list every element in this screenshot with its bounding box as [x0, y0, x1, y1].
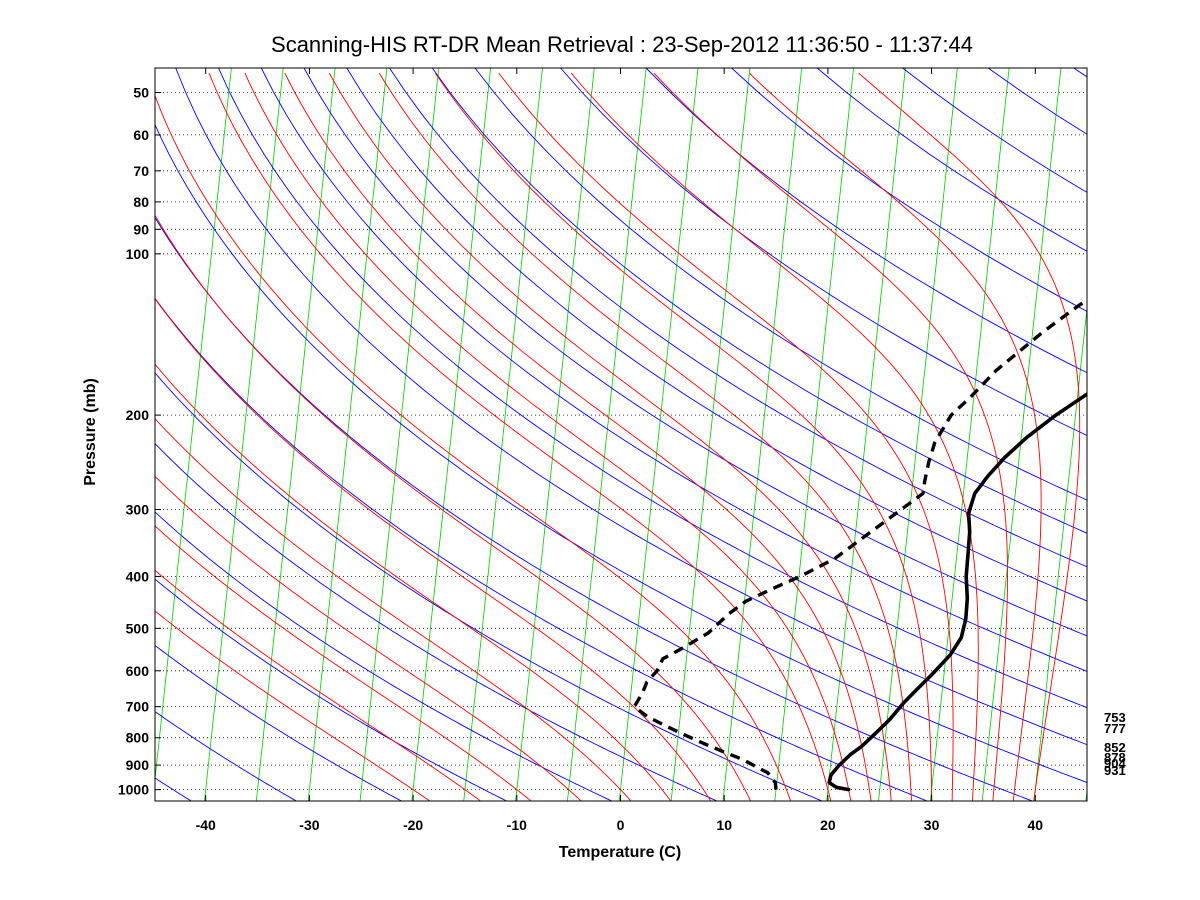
moist-adiabat: [208, 72, 832, 801]
y-tick-label: 600: [126, 663, 150, 679]
dry-adiabat: [155, 442, 718, 801]
dry-adiabat: [346, 68, 1087, 602]
y-tick-label: 90: [133, 221, 149, 237]
x-tick-label: 0: [617, 817, 625, 833]
dry-adiabat: [155, 123, 1087, 784]
x-tick-label: -30: [299, 817, 319, 833]
y-tick-label: 1000: [118, 782, 149, 798]
x-tick-label: -20: [403, 817, 423, 833]
y-tick-label: 60: [133, 127, 149, 143]
dry-adiabat: [389, 68, 1087, 568]
dry-adiabat: [474, 68, 1087, 501]
side-label: 753: [1104, 710, 1126, 725]
moist-adiabat: [155, 214, 752, 801]
grid-layer: [155, 92, 1087, 790]
x-tick-label: -10: [507, 817, 527, 833]
moist-adiabat: [155, 418, 632, 801]
chart-title: Scanning-HIS RT-DR Mean Retrieval : 23-S…: [271, 32, 973, 57]
mixing-ratio-line: [255, 68, 336, 801]
moist-adiabat: [155, 525, 532, 801]
y-tick-label: 900: [126, 757, 150, 773]
mixing-ratio-line: [307, 68, 388, 801]
x-tick-label: 40: [1028, 817, 1044, 833]
side-label: 878: [1104, 750, 1126, 765]
moist-adiabat: [155, 94, 792, 801]
moist-adiabat: [328, 72, 892, 801]
y-tick-label: 70: [133, 163, 149, 179]
moist-adiabat: [155, 569, 481, 801]
x-tick-label: 20: [820, 817, 836, 833]
mixing-ratio-line: [774, 68, 854, 801]
y-tick-label: 400: [126, 568, 150, 584]
dry-adiabat: [260, 68, 1087, 672]
x-axis-label: Temperature (C): [559, 844, 681, 861]
dry-adiabat: [218, 68, 1087, 709]
x-axis-ticks: -40 -30 -20 -10 0 10 20 30 40: [196, 68, 1044, 833]
dry-adiabat: [155, 711, 297, 801]
dry-adiabat: [155, 511, 612, 801]
mixing-ratio-line: [826, 68, 906, 801]
dry-adiabat: [175, 68, 1087, 746]
side-label: 931: [1104, 763, 1126, 778]
mixing-ratio-line: [359, 68, 440, 801]
y-axis-label: Pressure (mb): [82, 378, 99, 486]
y-tick-label: 700: [126, 699, 150, 715]
mixing-ratio-line: [463, 68, 543, 801]
x-tick-label: 30: [924, 817, 940, 833]
moist-adiabat: [378, 72, 912, 801]
side-label: 904: [1104, 756, 1126, 771]
sounding-profiles: [632, 298, 1087, 792]
x-tick-label: -40: [196, 817, 216, 833]
mixing-ratio-line: [155, 68, 232, 783]
moist-adiabat: [434, 72, 933, 801]
dry-adiabat: [431, 68, 1087, 534]
y-tick-label: 80: [133, 194, 149, 210]
moist-adiabat: [498, 72, 954, 801]
mixing-ratio-line: [981, 68, 1062, 801]
dry-adiabat: [155, 372, 823, 801]
moist-adiabat: [155, 297, 712, 801]
side-label: 777: [1104, 721, 1126, 736]
dry-adiabat: [303, 68, 1087, 637]
y-tick-label: 100: [126, 246, 150, 262]
moist-adiabat: [155, 363, 672, 801]
mixing-ratio-line: [618, 68, 699, 801]
mixing-ratio-line: [515, 68, 595, 801]
y-axis-ticks: 50 60 70 80 90 100 200 300 400 500 600 700 800 900 100…: [118, 85, 161, 798]
side-label: 852: [1104, 740, 1126, 755]
moist-adiabat: [653, 72, 1008, 801]
series-temperature: [827, 391, 1087, 792]
moist-adiabat: [155, 475, 582, 801]
y-tick-label: 200: [126, 407, 150, 423]
dry-adiabat: [560, 68, 1087, 436]
y-tick-label: 300: [126, 502, 150, 518]
mixing-ratio-line: [722, 68, 803, 801]
dry-adiabat: [155, 297, 928, 801]
moist-adiabat: [284, 72, 872, 801]
y-tick-label: 50: [133, 85, 149, 101]
mixing-ratio-line: [204, 68, 284, 801]
y-tick-label: 800: [126, 730, 150, 746]
moist-adiabat: [570, 72, 979, 801]
moist-adiabat: [858, 72, 1081, 801]
mixing-ratio-line: [411, 68, 491, 801]
background-lines: [155, 68, 1087, 801]
moist-adiabat: [155, 610, 431, 801]
dry-adiabat: [155, 644, 402, 801]
mixing-ratio-line: [878, 68, 958, 801]
y-tick-label: 500: [126, 620, 150, 636]
dry-adiabat: [155, 216, 1033, 801]
dry-adiabat: [155, 578, 507, 801]
x-tick-label: 10: [716, 817, 732, 833]
mixing-ratio-line: [670, 68, 751, 801]
